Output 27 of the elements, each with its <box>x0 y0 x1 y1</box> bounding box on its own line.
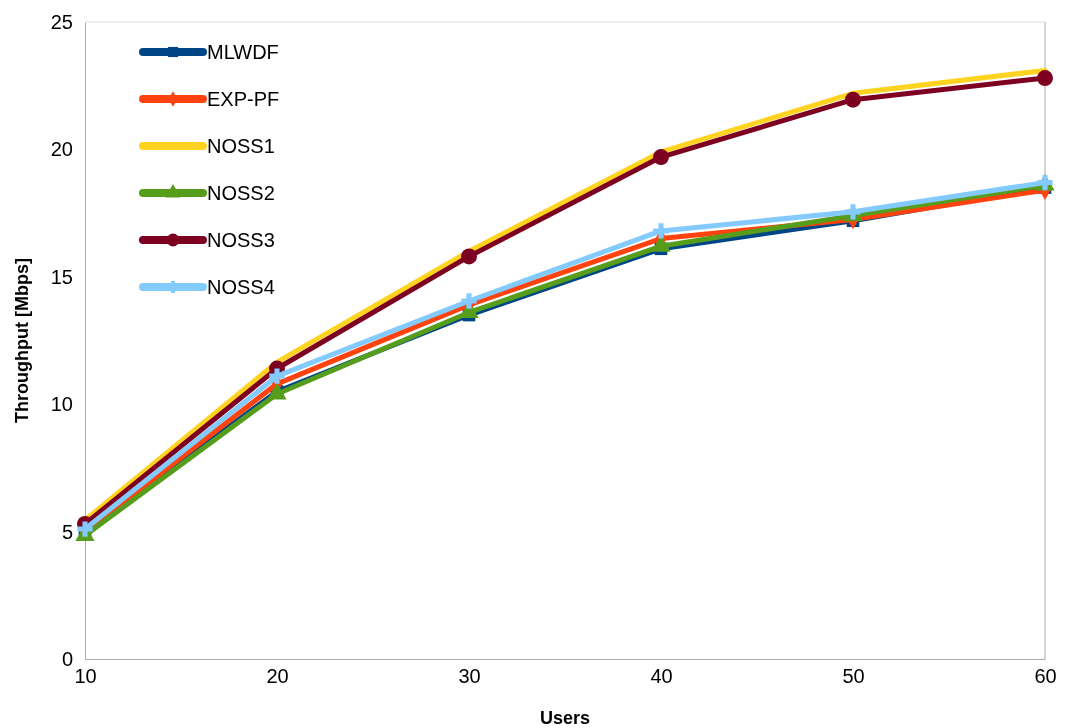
point <box>461 293 477 309</box>
x-tick-label: 50 <box>842 665 865 688</box>
legend-label: MLWDF <box>207 41 279 63</box>
point <box>845 91 861 108</box>
y-tick-label: 10 <box>50 393 73 416</box>
point <box>653 149 669 166</box>
y-axis-title: Throughput [Mbps] <box>12 258 32 423</box>
x-tick-label: 40 <box>650 665 673 688</box>
point <box>461 248 477 265</box>
legend-label: NOSS4 <box>207 276 275 298</box>
point <box>653 223 669 239</box>
x-tick-label: 20 <box>266 665 289 688</box>
x-tick-label: 30 <box>458 665 481 688</box>
legend-label: NOSS3 <box>207 229 275 251</box>
y-tick-label: 20 <box>50 138 73 161</box>
point <box>1037 70 1053 87</box>
y-tick-label: 5 <box>61 520 73 543</box>
y-tick-label: 0 <box>61 647 73 670</box>
legend-label: EXP-PF <box>207 88 280 110</box>
y-tick-label: 15 <box>50 265 73 288</box>
x-tick-label: 60 <box>1034 665 1057 688</box>
legend-label: NOSS2 <box>207 182 275 204</box>
point <box>269 368 285 384</box>
point <box>77 521 93 537</box>
x-axis-title: Users <box>539 708 591 728</box>
legend-label: NOSS1 <box>207 135 275 157</box>
y-tick-label: 25 <box>50 10 73 33</box>
